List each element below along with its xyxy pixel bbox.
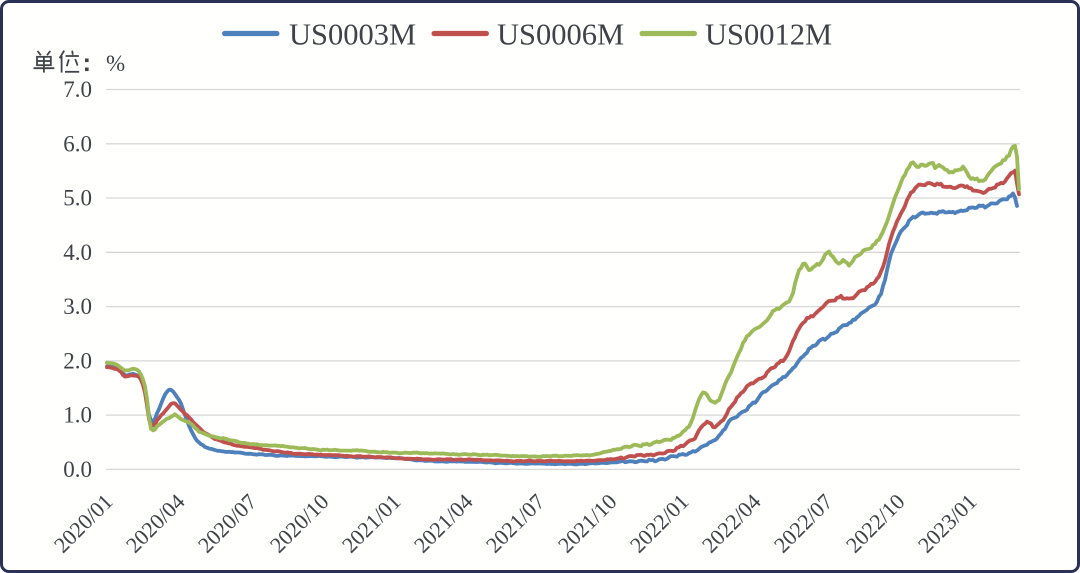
svg-text:3.0: 3.0	[63, 294, 92, 319]
svg-text:2022/01: 2022/01	[625, 489, 694, 558]
svg-text:2020/07: 2020/07	[193, 489, 262, 558]
svg-text:4.0: 4.0	[63, 240, 92, 265]
svg-text:%: %	[106, 51, 125, 76]
svg-text:2020/10: 2020/10	[265, 489, 334, 558]
svg-text:2021/04: 2021/04	[409, 489, 478, 558]
svg-text:US0012M: US0012M	[705, 18, 832, 52]
svg-text:6.0: 6.0	[63, 131, 92, 156]
svg-text:2021/01: 2021/01	[337, 489, 406, 558]
svg-text:2020/04: 2020/04	[121, 489, 190, 558]
svg-text:2021/07: 2021/07	[481, 489, 550, 558]
svg-text:2020/01: 2020/01	[49, 489, 118, 558]
svg-text:5.0: 5.0	[63, 186, 92, 211]
svg-text:2022/04: 2022/04	[697, 489, 766, 558]
svg-text:2023/01: 2023/01	[913, 489, 982, 558]
svg-text:2021/10: 2021/10	[553, 489, 622, 558]
svg-text:2022/10: 2022/10	[841, 489, 910, 558]
svg-text:0.0: 0.0	[63, 457, 92, 482]
svg-text:US0003M: US0003M	[289, 18, 416, 52]
svg-text:1.0: 1.0	[63, 403, 92, 428]
svg-text:2022/07: 2022/07	[769, 489, 838, 558]
svg-text:2.0: 2.0	[63, 348, 92, 373]
svg-text:7.0: 7.0	[63, 77, 92, 102]
svg-text:US0006M: US0006M	[497, 18, 624, 52]
